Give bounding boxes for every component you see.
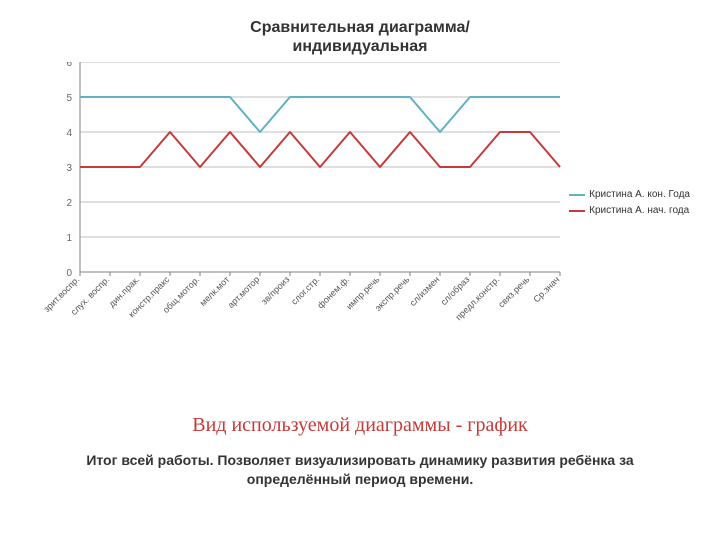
svg-text:6: 6 xyxy=(66,62,72,69)
svg-text:связ.речь: связ.речь xyxy=(496,275,531,310)
svg-text:2: 2 xyxy=(66,198,72,209)
legend-label: Кристина А. нач. года xyxy=(589,203,689,219)
subcaption: Итог всей работы. Позволяет визуализиров… xyxy=(40,451,680,487)
svg-text:4: 4 xyxy=(66,128,72,139)
chart-title: Сравнительная диаграмма/ индивидуальная xyxy=(40,18,680,56)
svg-text:зв/произ: зв/произ xyxy=(259,275,291,307)
caption: Вид используемой диаграммы - график xyxy=(40,414,680,437)
svg-text:5: 5 xyxy=(66,93,72,104)
chart-title-line2: индивидуальная xyxy=(293,38,428,55)
legend-swatch xyxy=(569,194,585,196)
legend-swatch xyxy=(569,210,585,212)
legend-item: Кристина А. нач. года xyxy=(569,203,690,219)
chart-container: 0123456зрит.воспр.слух. воспр.дин.прак.к… xyxy=(40,62,680,382)
svg-text:сл/измен: сл/измен xyxy=(408,275,442,309)
svg-text:арт.мотор: арт.мотор xyxy=(226,275,262,311)
legend-item: Кристина А. кон. Года xyxy=(569,187,690,203)
svg-text:Ср.знач: Ср.знач xyxy=(531,275,561,305)
legend-label: Кристина А. кон. Года xyxy=(589,187,690,203)
chart-svg: 0123456зрит.воспр.слух. воспр.дин.прак.к… xyxy=(40,62,680,382)
chart-title-line1: Сравнительная диаграмма/ xyxy=(250,19,470,36)
svg-text:1: 1 xyxy=(66,233,72,244)
legend: Кристина А. кон. Года Кристина А. нач. г… xyxy=(569,187,690,219)
svg-text:3: 3 xyxy=(66,163,72,174)
